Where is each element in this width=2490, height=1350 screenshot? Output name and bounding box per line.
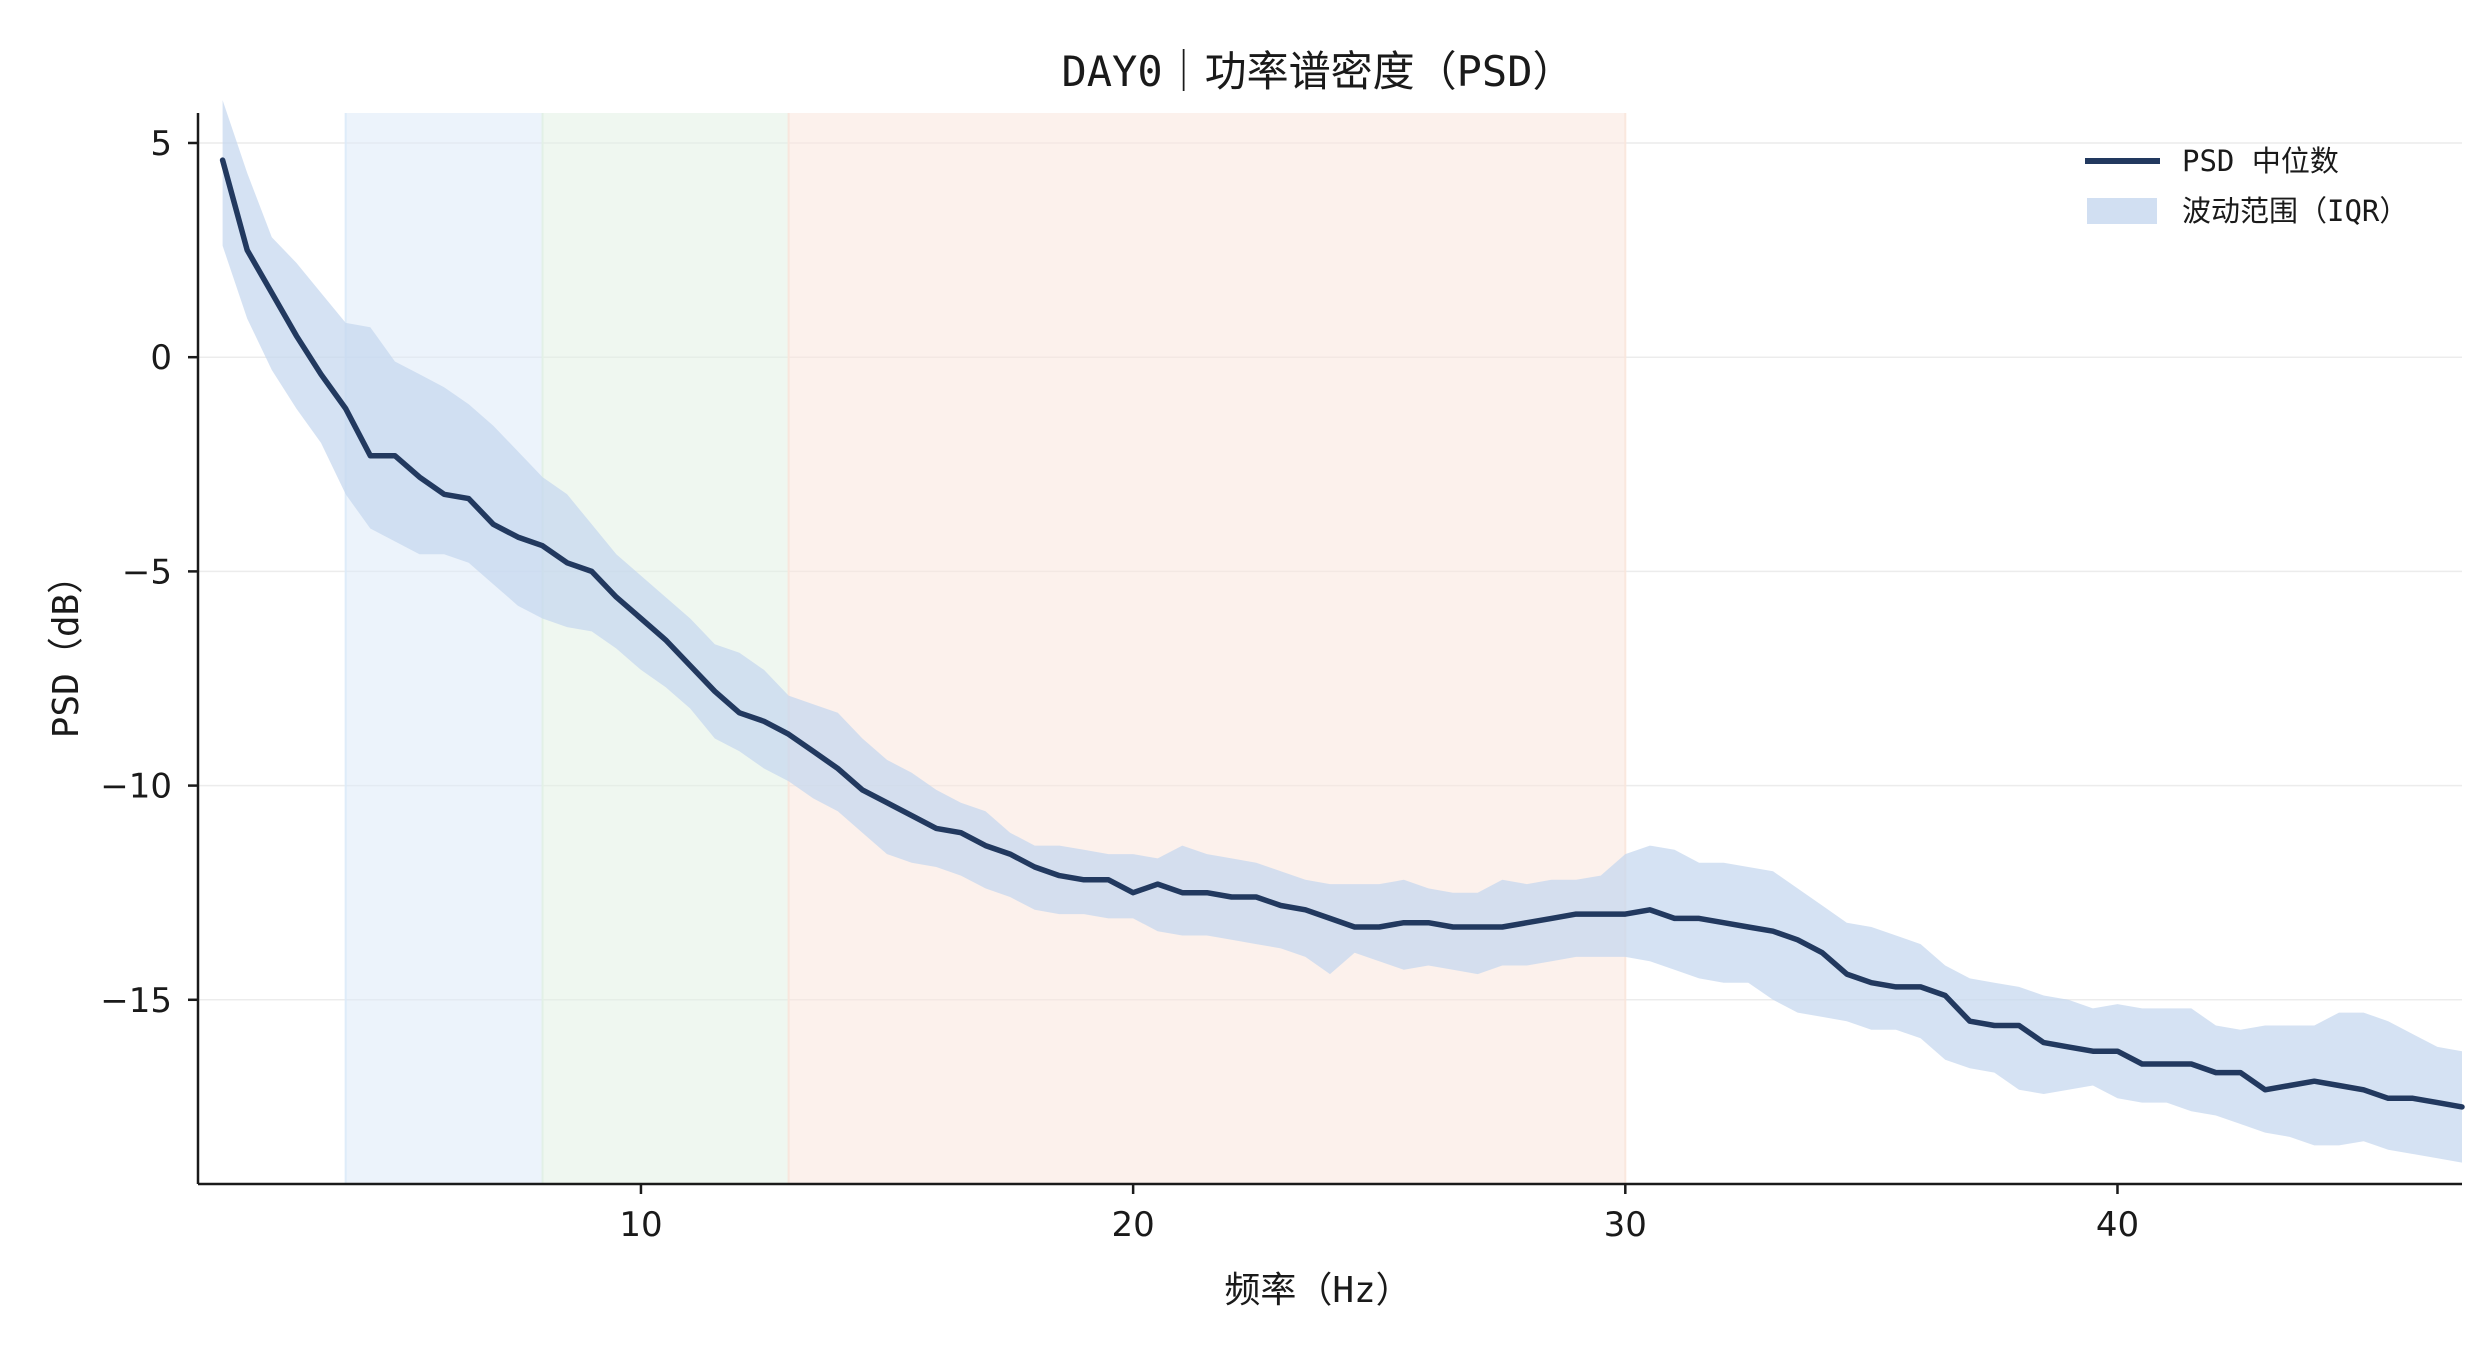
legend: PSD 中位数 波动范围（IQR） — [2085, 144, 2408, 228]
x-ticks: 10 20 30 40 — [619, 1184, 2139, 1245]
y-tick-label: 5 — [150, 124, 172, 164]
plot-area: 10 20 30 40 50−5−10−15 — [100, 100, 2465, 1245]
median-line — [219, 157, 2465, 1110]
iqr-band-area — [222, 100, 2462, 1163]
y-tick-label: 0 — [150, 338, 172, 378]
series — [219, 100, 2465, 1163]
legend-swatch-iqr — [2087, 198, 2157, 224]
y-tick-label: −10 — [100, 767, 172, 807]
frequency-band — [788, 113, 1626, 1184]
y-tick-label: −5 — [122, 552, 172, 592]
frequency-band — [345, 113, 543, 1184]
y-tick-label: −15 — [100, 981, 172, 1021]
axes — [196, 113, 2462, 1186]
y-ticks: 5 0 −5 −10 −15 — [100, 124, 198, 1021]
legend-label-iqr: 波动范围（IQR） — [2182, 194, 2408, 228]
chart-title: DAY0｜功率谱密度（PSD） — [1061, 47, 1574, 96]
x-tick-label: 40 — [2096, 1205, 2139, 1245]
legend-label-median: PSD 中位数 — [2182, 144, 2339, 178]
x-tick-label: 10 — [619, 1205, 662, 1245]
frequency-bands — [344, 113, 1627, 1184]
y-axis-label: PSD（dB） — [46, 558, 87, 738]
x-tick-label: 20 — [1111, 1205, 1154, 1245]
x-axis-label: 频率（Hz） — [1224, 1270, 1411, 1311]
x-tick-label: 30 — [1604, 1205, 1647, 1245]
